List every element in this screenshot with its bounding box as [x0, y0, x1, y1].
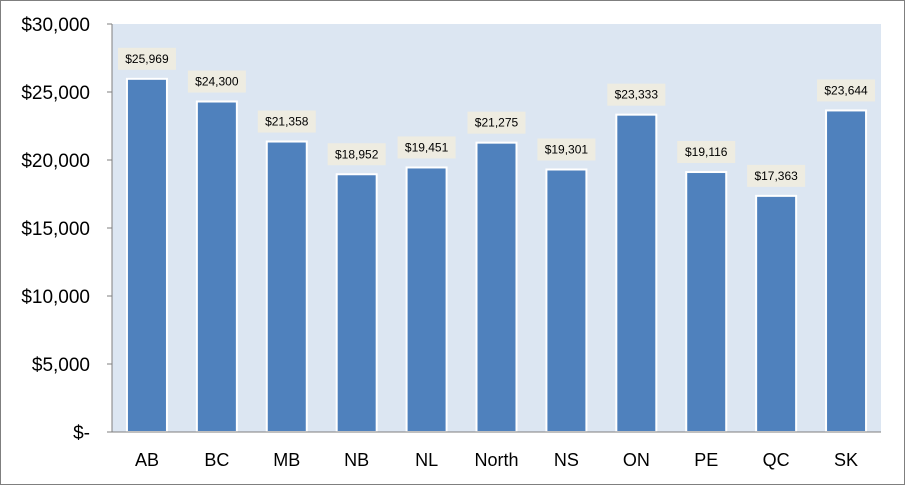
bar-ns: [545, 168, 588, 433]
bar-on: [615, 113, 658, 433]
y-tick-label: $30,000: [21, 15, 90, 36]
bar-qc: [755, 194, 798, 433]
data-label-background: [117, 47, 176, 70]
x-tick-label: AB: [135, 450, 159, 470]
data-label: $18,952: [335, 147, 379, 161]
data-label: $23,333: [615, 88, 659, 102]
data-label-background: [817, 79, 876, 102]
data-label: $21,358: [265, 115, 309, 129]
bar-north: [475, 141, 518, 433]
x-axis-ticks: AB BC MB NB NL North NS ON PE QC SK: [135, 450, 858, 470]
x-tick-label: NL: [415, 450, 438, 470]
bar-ab: [125, 77, 168, 434]
x-tick-label: North: [474, 450, 518, 470]
x-tick-label: QC: [763, 450, 790, 470]
y-tick-label: $15,000: [21, 219, 90, 240]
data-label: $21,275: [475, 116, 519, 130]
data-label: $25,969: [125, 52, 169, 66]
y-tick-label: $25,000: [21, 83, 90, 104]
data-label-background: [397, 136, 456, 159]
bar-sk: [825, 109, 868, 434]
x-tick-label: BC: [204, 450, 229, 470]
x-tick-label: NB: [344, 450, 369, 470]
bar-mb: [265, 140, 308, 434]
bar-pe: [685, 171, 728, 433]
data-label-background: [537, 138, 596, 161]
data-label: $17,363: [754, 169, 798, 183]
data-label-background: [607, 83, 666, 106]
data-label-background: [467, 111, 526, 134]
x-tick-label: NS: [554, 450, 579, 470]
y-axis-ticks: $- $5,000 $10,000 $15,000 $20,000 $25,000 $30,…: [21, 15, 112, 444]
data-label: $24,300: [195, 75, 239, 89]
data-labels-group: $25,969 $24,300 $21,358 $18,952 $19,451 $21,2…: [117, 47, 876, 187]
y-tick-label: $-: [73, 423, 90, 444]
y-tick-label: $10,000: [21, 287, 90, 308]
data-label-background: [327, 143, 386, 166]
x-tick-label: SK: [834, 450, 858, 470]
bars-group: [125, 77, 868, 434]
y-tick-label: $5,000: [32, 355, 90, 376]
y-tick-label: $20,000: [21, 151, 90, 172]
data-label-background: [187, 70, 246, 93]
data-label: $19,451: [405, 140, 449, 154]
data-label: $19,116: [685, 145, 728, 159]
x-tick-label: MB: [273, 450, 300, 470]
data-label-background: [677, 141, 736, 164]
bar-nb: [335, 173, 378, 433]
data-label: $23,644: [824, 83, 868, 97]
data-label: $19,301: [545, 143, 589, 157]
bar-bc: [195, 100, 238, 434]
data-label-background: [257, 110, 316, 133]
x-tick-label: PE: [694, 450, 718, 470]
x-tick-label: ON: [623, 450, 650, 470]
bar-nl: [405, 166, 448, 433]
data-label-background: [747, 164, 806, 187]
